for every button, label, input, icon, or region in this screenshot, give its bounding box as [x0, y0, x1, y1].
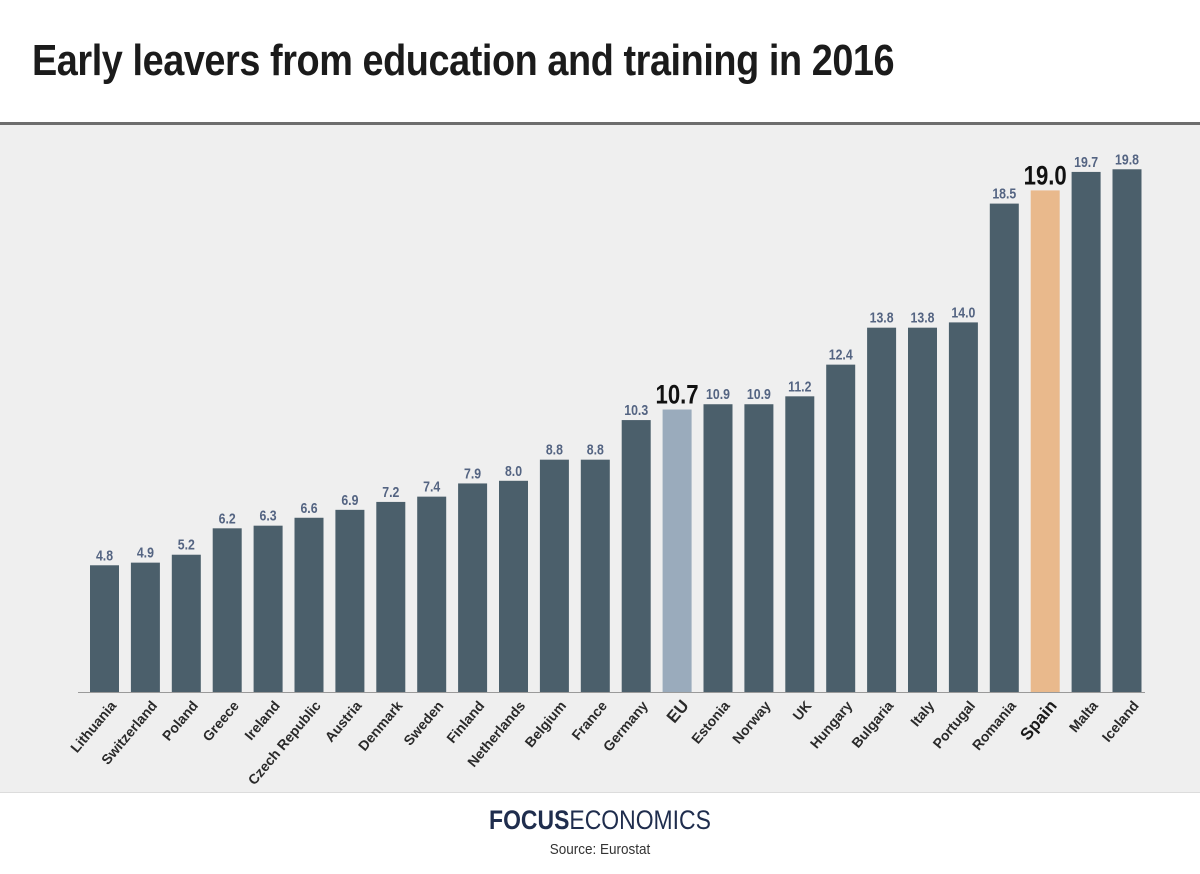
category-label: Spain [1016, 696, 1060, 744]
bar-iceland [1112, 169, 1142, 692]
category-label: Poland [159, 698, 201, 744]
bar-finland [458, 483, 488, 692]
value-label: 19.8 [1115, 151, 1139, 167]
value-label: 10.9 [706, 386, 730, 402]
category-label: Sweden [400, 698, 446, 749]
source-note: Source: Eurostat [549, 841, 651, 858]
bar-france [580, 459, 610, 692]
value-label: 13.8 [911, 310, 935, 326]
value-label: 7.9 [464, 465, 481, 481]
value-label: 4.8 [96, 547, 113, 563]
bar-uk [785, 396, 815, 692]
category-label: UK [789, 698, 814, 724]
category-label: Malta [1066, 697, 1101, 735]
chart-title: Early leavers from education and trainin… [32, 36, 895, 85]
bar-romania [989, 203, 1019, 692]
bar-switzerland [130, 562, 160, 692]
bar-austria [335, 509, 365, 692]
bar-lithuania [90, 565, 119, 692]
bar-eu [662, 409, 692, 692]
value-label: 6.9 [341, 492, 358, 508]
category-label: Romania [969, 697, 1019, 753]
value-label: 5.2 [178, 537, 195, 553]
value-label: 13.8 [870, 310, 894, 326]
value-label: 10.7 [656, 381, 699, 411]
value-label: 6.2 [219, 510, 236, 526]
category-label: Greece [199, 697, 242, 744]
value-label: 7.4 [423, 479, 440, 495]
category-label: Estonia [688, 697, 733, 746]
bar-belgium [539, 459, 569, 692]
bar-malta [1071, 171, 1101, 693]
bar-italy [908, 327, 937, 692]
value-label: 4.9 [137, 545, 154, 561]
category-label: Austria [321, 697, 364, 744]
category-label: Bulgaria [848, 697, 896, 750]
bar-bulgaria [867, 327, 897, 692]
value-label: 12.4 [829, 347, 853, 363]
category-label: Iceland [1099, 698, 1142, 745]
category-label: Belgium [521, 698, 569, 751]
brand-logo-bold: FOCUS [489, 805, 570, 835]
title-divider [0, 122, 1200, 125]
bar-portugal [948, 322, 978, 692]
value-label: 11.2 [788, 378, 812, 394]
value-label: 19.7 [1074, 154, 1098, 170]
category-label: Norway [729, 697, 774, 746]
value-label: 8.0 [505, 463, 522, 479]
value-label: 10.9 [747, 386, 771, 402]
bar-sweden [417, 496, 447, 692]
value-label: 18.5 [992, 185, 1016, 201]
value-label: 6.3 [260, 508, 277, 524]
value-label: 8.8 [587, 442, 604, 458]
value-label: 19.0 [1024, 161, 1067, 191]
bar-chart: 4.8Lithuania4.9Switzerland5.2Poland6.2Gr… [67, 151, 1145, 788]
brand-logo-light: ECONOMICS [569, 805, 711, 835]
bar-netherlands [499, 480, 528, 692]
brand-logo: FOCUSECONOMICS [90, 807, 1110, 834]
category-label: Denmark [355, 697, 406, 753]
category-label: Ireland [241, 698, 283, 743]
bar-hungary [826, 364, 856, 692]
value-label: 7.2 [382, 484, 399, 500]
value-label: 10.3 [624, 402, 648, 418]
category-label: Hungary [807, 697, 856, 751]
bar-norway [744, 404, 774, 692]
value-label: 14.0 [951, 304, 975, 320]
bar-ireland [253, 525, 283, 692]
category-label: Czech Republic [245, 697, 324, 787]
bar-denmark [376, 501, 406, 692]
chart-panel: 4.8 Lithuania 4.9 Switzerland 5.2 Poland 6.2 Gr… [0, 125, 1200, 792]
bar-poland [171, 554, 201, 692]
bar-germany [621, 420, 651, 692]
bar-estonia [703, 404, 733, 692]
category-label: France [568, 697, 610, 743]
bar-greece [212, 528, 242, 692]
category-label: EU [663, 696, 693, 726]
value-label: 8.8 [546, 442, 563, 458]
bar-czech-republic [294, 517, 324, 692]
footer: FOCUSECONOMICS Source: Eurostat [0, 792, 1200, 874]
value-label: 6.6 [300, 500, 317, 516]
category-label: Italy [907, 697, 937, 729]
bar-spain [1030, 190, 1060, 692]
